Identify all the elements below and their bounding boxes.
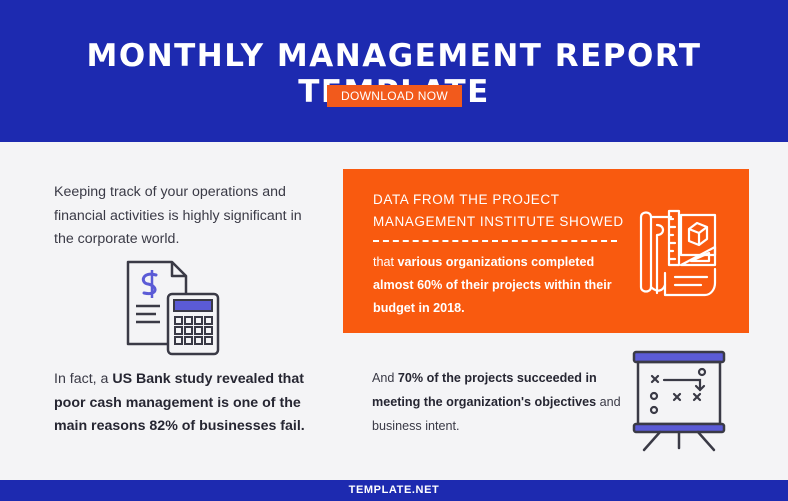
us-bank-fact: In fact, a US Bank study revealed that p…: [54, 368, 314, 439]
projects-success-text: And 70% of the projects succeeded in mee…: [372, 366, 632, 438]
header-banner: MONTHLY MANAGEMENT REPORT TEMPLATE DOWNL…: [0, 0, 788, 142]
card-body: that various organizations completed alm…: [373, 251, 613, 320]
projects-prefix: And: [372, 371, 398, 385]
card-heading: DATA FROM THE PROJECT MANAGEMENT INSTITU…: [373, 192, 624, 229]
fact-prefix: In fact, a: [54, 371, 113, 387]
fact-bold: US Bank study revealed that poor cash ma…: [54, 371, 305, 434]
footer-bar: TEMPLATE.NET: [0, 480, 788, 501]
card-body-bold: various organizations completed almost 6…: [373, 255, 612, 315]
footer-brand[interactable]: TEMPLATE.NET: [348, 484, 440, 496]
download-button[interactable]: DOWNLOAD NOW: [327, 85, 462, 107]
pmi-data-card: DATA FROM THE PROJECT MANAGEMENT INSTITU…: [343, 169, 749, 333]
intro-text: Keeping track of your operations and fin…: [54, 184, 302, 247]
dashed-divider: [373, 240, 617, 242]
projects-suffix: and business intent.: [372, 395, 621, 433]
blueprint-tools-icon: [639, 209, 717, 297]
card-body-prefix: that: [373, 255, 398, 269]
projects-bold: 70% of the projects succeeded in meeting…: [372, 371, 597, 409]
document-calculator-icon: [126, 260, 220, 356]
strategy-board-icon: [632, 350, 726, 452]
